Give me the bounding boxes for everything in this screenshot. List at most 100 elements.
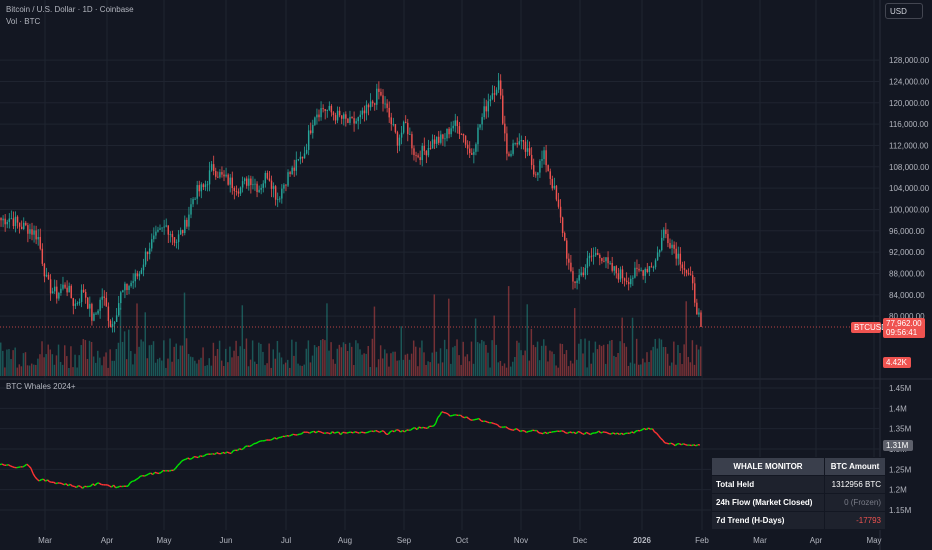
time-tick-label: 2026 — [633, 536, 651, 545]
candle-body — [237, 191, 240, 194]
candle-body — [625, 280, 628, 282]
volume-bar — [390, 353, 392, 376]
volume-bar — [14, 347, 16, 376]
candle-body — [254, 183, 256, 185]
volume-bar — [101, 365, 103, 376]
candle-body — [549, 171, 551, 179]
volume-bar — [584, 338, 586, 376]
whale-segment — [328, 432, 331, 435]
whale-table-amount-header: BTC Amount — [824, 457, 886, 476]
whale-segment — [484, 420, 488, 423]
candle-body — [648, 266, 651, 272]
whale-segment — [524, 430, 527, 433]
volume-bar — [474, 318, 477, 376]
volume-bar — [464, 356, 467, 376]
volume-bar — [637, 364, 640, 376]
candle-body — [84, 292, 87, 298]
price-tick-label: 96,000.00 — [889, 227, 925, 236]
volume-bar — [99, 357, 101, 376]
volume-bar — [57, 344, 60, 376]
volume-bar — [695, 344, 698, 376]
volume-bar — [487, 352, 489, 376]
volume-bar — [462, 341, 464, 376]
candle-body — [219, 172, 221, 178]
whale-segment — [98, 482, 102, 486]
candle-body — [289, 172, 291, 175]
volume-bar — [379, 345, 382, 376]
whale-segment — [236, 448, 240, 452]
volume-bar — [72, 367, 74, 376]
candle-body — [56, 286, 58, 299]
volume-bar — [664, 347, 667, 376]
candle-body — [229, 177, 231, 185]
price-tick-label: 120,000.00 — [889, 99, 930, 108]
whale-row-label: 24h Flow (Market Closed) — [711, 493, 825, 512]
candle-body — [378, 88, 380, 92]
volume-bar — [243, 348, 246, 376]
whale-segment — [619, 432, 622, 435]
whale-segment — [346, 431, 350, 434]
volume-bar — [666, 353, 669, 376]
candle-body — [497, 80, 500, 90]
volume-bar — [359, 349, 361, 376]
candle-body — [355, 121, 357, 124]
volume-bar — [171, 361, 173, 376]
candle-body — [330, 105, 333, 113]
volume-bar — [35, 364, 37, 376]
candle-body — [425, 150, 428, 156]
candle-body — [611, 262, 613, 271]
whale-segment — [369, 430, 372, 433]
candle-body — [535, 174, 537, 176]
volume-bar — [92, 356, 95, 376]
whale-segment — [588, 432, 591, 436]
whale-segment — [439, 411, 443, 416]
whale-row-value: 1312956 BTC — [824, 475, 886, 494]
candle-body — [318, 114, 320, 118]
volume-bar — [470, 341, 473, 376]
candle-body — [533, 165, 535, 175]
whale-tick-label: 1.15M — [889, 506, 912, 515]
whale-segment — [658, 435, 662, 439]
volume-bar — [276, 340, 279, 376]
candle-body — [638, 268, 640, 271]
whale-segment — [678, 443, 682, 446]
volume-bar — [202, 347, 204, 376]
whale-segment — [660, 437, 664, 441]
candle-body — [89, 304, 91, 309]
whale-segment — [656, 432, 660, 437]
volume-bar — [227, 362, 229, 376]
candle-body — [487, 101, 490, 112]
candle-body — [177, 234, 180, 243]
currency-button[interactable]: USD — [885, 3, 923, 19]
time-tick-label: Mar — [753, 536, 767, 545]
candle-body — [574, 281, 576, 283]
volume-bar — [117, 342, 120, 376]
volume-bar — [130, 351, 132, 376]
candle-body — [6, 221, 8, 225]
candle-body — [326, 109, 328, 111]
candle-body — [458, 126, 461, 134]
candle-body — [365, 104, 368, 114]
whale-segment — [389, 430, 393, 433]
volume-bar — [518, 342, 520, 376]
volume-bar — [68, 367, 70, 376]
time-tick-label: Sep — [397, 536, 412, 545]
volume-bar — [289, 367, 291, 376]
time-tick-label: May — [156, 536, 171, 545]
whale-segment — [674, 443, 678, 447]
candle-body — [16, 216, 19, 223]
candle-body — [390, 117, 392, 125]
candle-body — [111, 324, 114, 327]
volume-bar — [8, 349, 10, 376]
whale-segment — [292, 433, 296, 436]
candle-body — [43, 263, 46, 277]
volume-bar — [381, 358, 384, 376]
whale-segment — [681, 443, 684, 446]
volume-bar — [586, 367, 588, 376]
candle-body — [338, 110, 341, 116]
volume-bar — [64, 345, 66, 376]
whale-segment — [480, 420, 484, 423]
volume-bar — [619, 341, 621, 376]
volume-bar — [675, 364, 677, 376]
